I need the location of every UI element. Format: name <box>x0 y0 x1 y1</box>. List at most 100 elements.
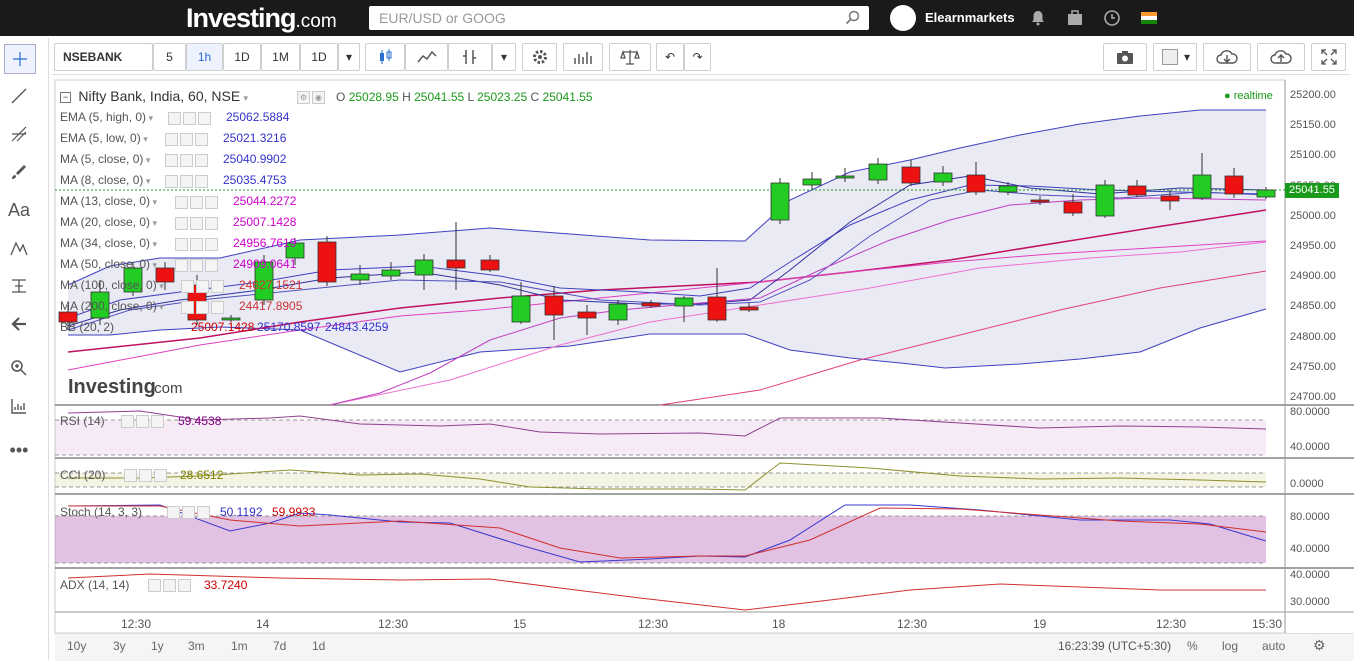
indicator-controls[interactable] <box>175 217 218 230</box>
adx-settings-icon[interactable] <box>148 579 161 592</box>
settings-icon[interactable] <box>165 175 178 188</box>
portfolio-icon[interactable] <box>1066 9 1084 27</box>
auto-toggle[interactable]: auto <box>1262 639 1286 653</box>
settings-gear-icon[interactable]: ⚙ <box>1313 637 1326 653</box>
range-3m[interactable]: 3m <box>188 639 205 653</box>
close-icon[interactable] <box>205 238 218 251</box>
close-icon[interactable] <box>195 133 208 146</box>
eye-icon[interactable] <box>190 196 203 209</box>
indicator-dropdown-icon[interactable]: ▾ <box>156 281 164 291</box>
adx-eye-icon[interactable] <box>163 579 176 592</box>
indicator-dropdown-icon[interactable]: ▾ <box>150 218 158 228</box>
interval-dropdown[interactable]: 1D <box>300 43 338 71</box>
camera-icon[interactable] <box>1103 43 1147 71</box>
brush-icon[interactable] <box>4 158 34 186</box>
close-icon[interactable] <box>205 217 218 230</box>
eye-icon[interactable] <box>180 175 193 188</box>
cci-controls[interactable] <box>124 469 167 482</box>
redo-icon[interactable]: ↷ <box>684 43 711 71</box>
fib-icon[interactable] <box>4 120 34 148</box>
settings-icon[interactable] <box>181 280 194 293</box>
chevron-down-icon[interactable]: ▾ <box>338 43 360 71</box>
balance-icon[interactable] <box>609 43 651 71</box>
rsi-controls[interactable] <box>121 415 164 428</box>
zoom-icon[interactable] <box>4 354 34 382</box>
eye-icon[interactable] <box>180 154 193 167</box>
ruler-icon[interactable] <box>4 392 34 420</box>
settings-icon[interactable] <box>165 154 178 167</box>
indicator-controls[interactable] <box>175 238 218 251</box>
rsi-close-icon[interactable] <box>151 415 164 428</box>
cci-close-icon[interactable] <box>154 469 167 482</box>
symbol-input[interactable]: NSEBANK <box>54 43 153 71</box>
close-icon[interactable] <box>211 280 224 293</box>
title-controls[interactable]: ⚙ ◉ <box>297 91 325 104</box>
indicator-controls[interactable] <box>181 301 224 314</box>
settings-icon[interactable] <box>168 112 181 125</box>
eye-icon[interactable] <box>190 259 203 272</box>
avatar[interactable] <box>890 5 916 31</box>
indicator-controls[interactable] <box>165 175 208 188</box>
range-10y[interactable]: 10y <box>67 639 87 653</box>
range-1d[interactable]: 1d <box>312 639 326 653</box>
interval-1d[interactable]: 1D <box>223 43 261 71</box>
settings-icon[interactable] <box>181 301 194 314</box>
pattern-icon[interactable] <box>4 234 34 262</box>
back-arrow-icon[interactable] <box>4 310 34 338</box>
more-tools-icon[interactable]: ••• <box>9 439 29 460</box>
eye-icon[interactable] <box>196 301 209 314</box>
indicator-dropdown-icon[interactable]: ▾ <box>156 302 164 312</box>
settings-icon[interactable] <box>175 196 188 209</box>
indicator-dropdown-icon[interactable]: ▾ <box>150 197 158 207</box>
fullscreen-icon[interactable] <box>1311 43 1346 71</box>
eye-icon[interactable] <box>190 217 203 230</box>
eye-icon[interactable] <box>190 238 203 251</box>
indicator-dropdown-icon[interactable]: ▾ <box>143 176 151 186</box>
theme-selector[interactable]: ▾ <box>1153 43 1197 71</box>
adx-close-icon[interactable] <box>178 579 191 592</box>
settings-icon[interactable]: ⚙ <box>297 91 310 104</box>
bell-icon[interactable] <box>1029 9 1047 27</box>
cloud-download-icon[interactable] <box>1203 43 1251 71</box>
rsi-settings-icon[interactable] <box>121 415 134 428</box>
range-7d[interactable]: 7d <box>273 639 287 653</box>
close-icon[interactable] <box>211 301 224 314</box>
username[interactable]: Elearnmarkets <box>925 10 1015 25</box>
settings-icon[interactable] <box>175 238 188 251</box>
undo-icon[interactable]: ↶ <box>656 43 684 71</box>
settings-icon[interactable] <box>165 133 178 146</box>
stoch-close-icon[interactable] <box>197 506 210 519</box>
eye-icon[interactable]: ◉ <box>312 91 325 104</box>
indicator-controls[interactable] <box>175 259 218 272</box>
range-1y[interactable]: 1y <box>151 639 164 653</box>
chevron-down-icon-2[interactable]: ▾ <box>492 43 516 71</box>
search-input[interactable]: EUR/USD or GOOG <box>369 6 869 30</box>
range-1m[interactable]: 1m <box>231 639 248 653</box>
eye-icon[interactable] <box>196 280 209 293</box>
cci-eye-icon[interactable] <box>139 469 152 482</box>
cci-settings-icon[interactable] <box>124 469 137 482</box>
adx-controls[interactable] <box>148 579 191 592</box>
line-chart-icon[interactable] <box>405 43 448 71</box>
settings-icon[interactable] <box>175 217 188 230</box>
close-icon[interactable] <box>195 175 208 188</box>
interval-1m[interactable]: 1M <box>261 43 300 71</box>
indicator-dropdown-icon[interactable]: ▾ <box>146 113 154 123</box>
log-toggle[interactable]: log <box>1222 639 1239 653</box>
candlestick-icon[interactable] <box>365 43 405 71</box>
eye-icon[interactable] <box>183 112 196 125</box>
search-icon[interactable] <box>845 10 861 26</box>
compare-icon[interactable] <box>448 43 492 71</box>
stoch-settings-icon[interactable] <box>167 506 180 519</box>
stoch-controls[interactable] <box>167 506 210 519</box>
indicator-controls[interactable] <box>175 196 218 209</box>
close-icon[interactable] <box>205 196 218 209</box>
range-3y[interactable]: 3y <box>113 639 126 653</box>
indicator-dropdown-icon[interactable]: ▾ <box>150 239 158 249</box>
close-icon[interactable] <box>195 154 208 167</box>
title-dropdown-icon[interactable]: ▾ <box>243 93 249 103</box>
indicator-dropdown-icon[interactable]: ▾ <box>143 155 151 165</box>
rsi-eye-icon[interactable] <box>136 415 149 428</box>
indicator-controls[interactable] <box>165 154 208 167</box>
